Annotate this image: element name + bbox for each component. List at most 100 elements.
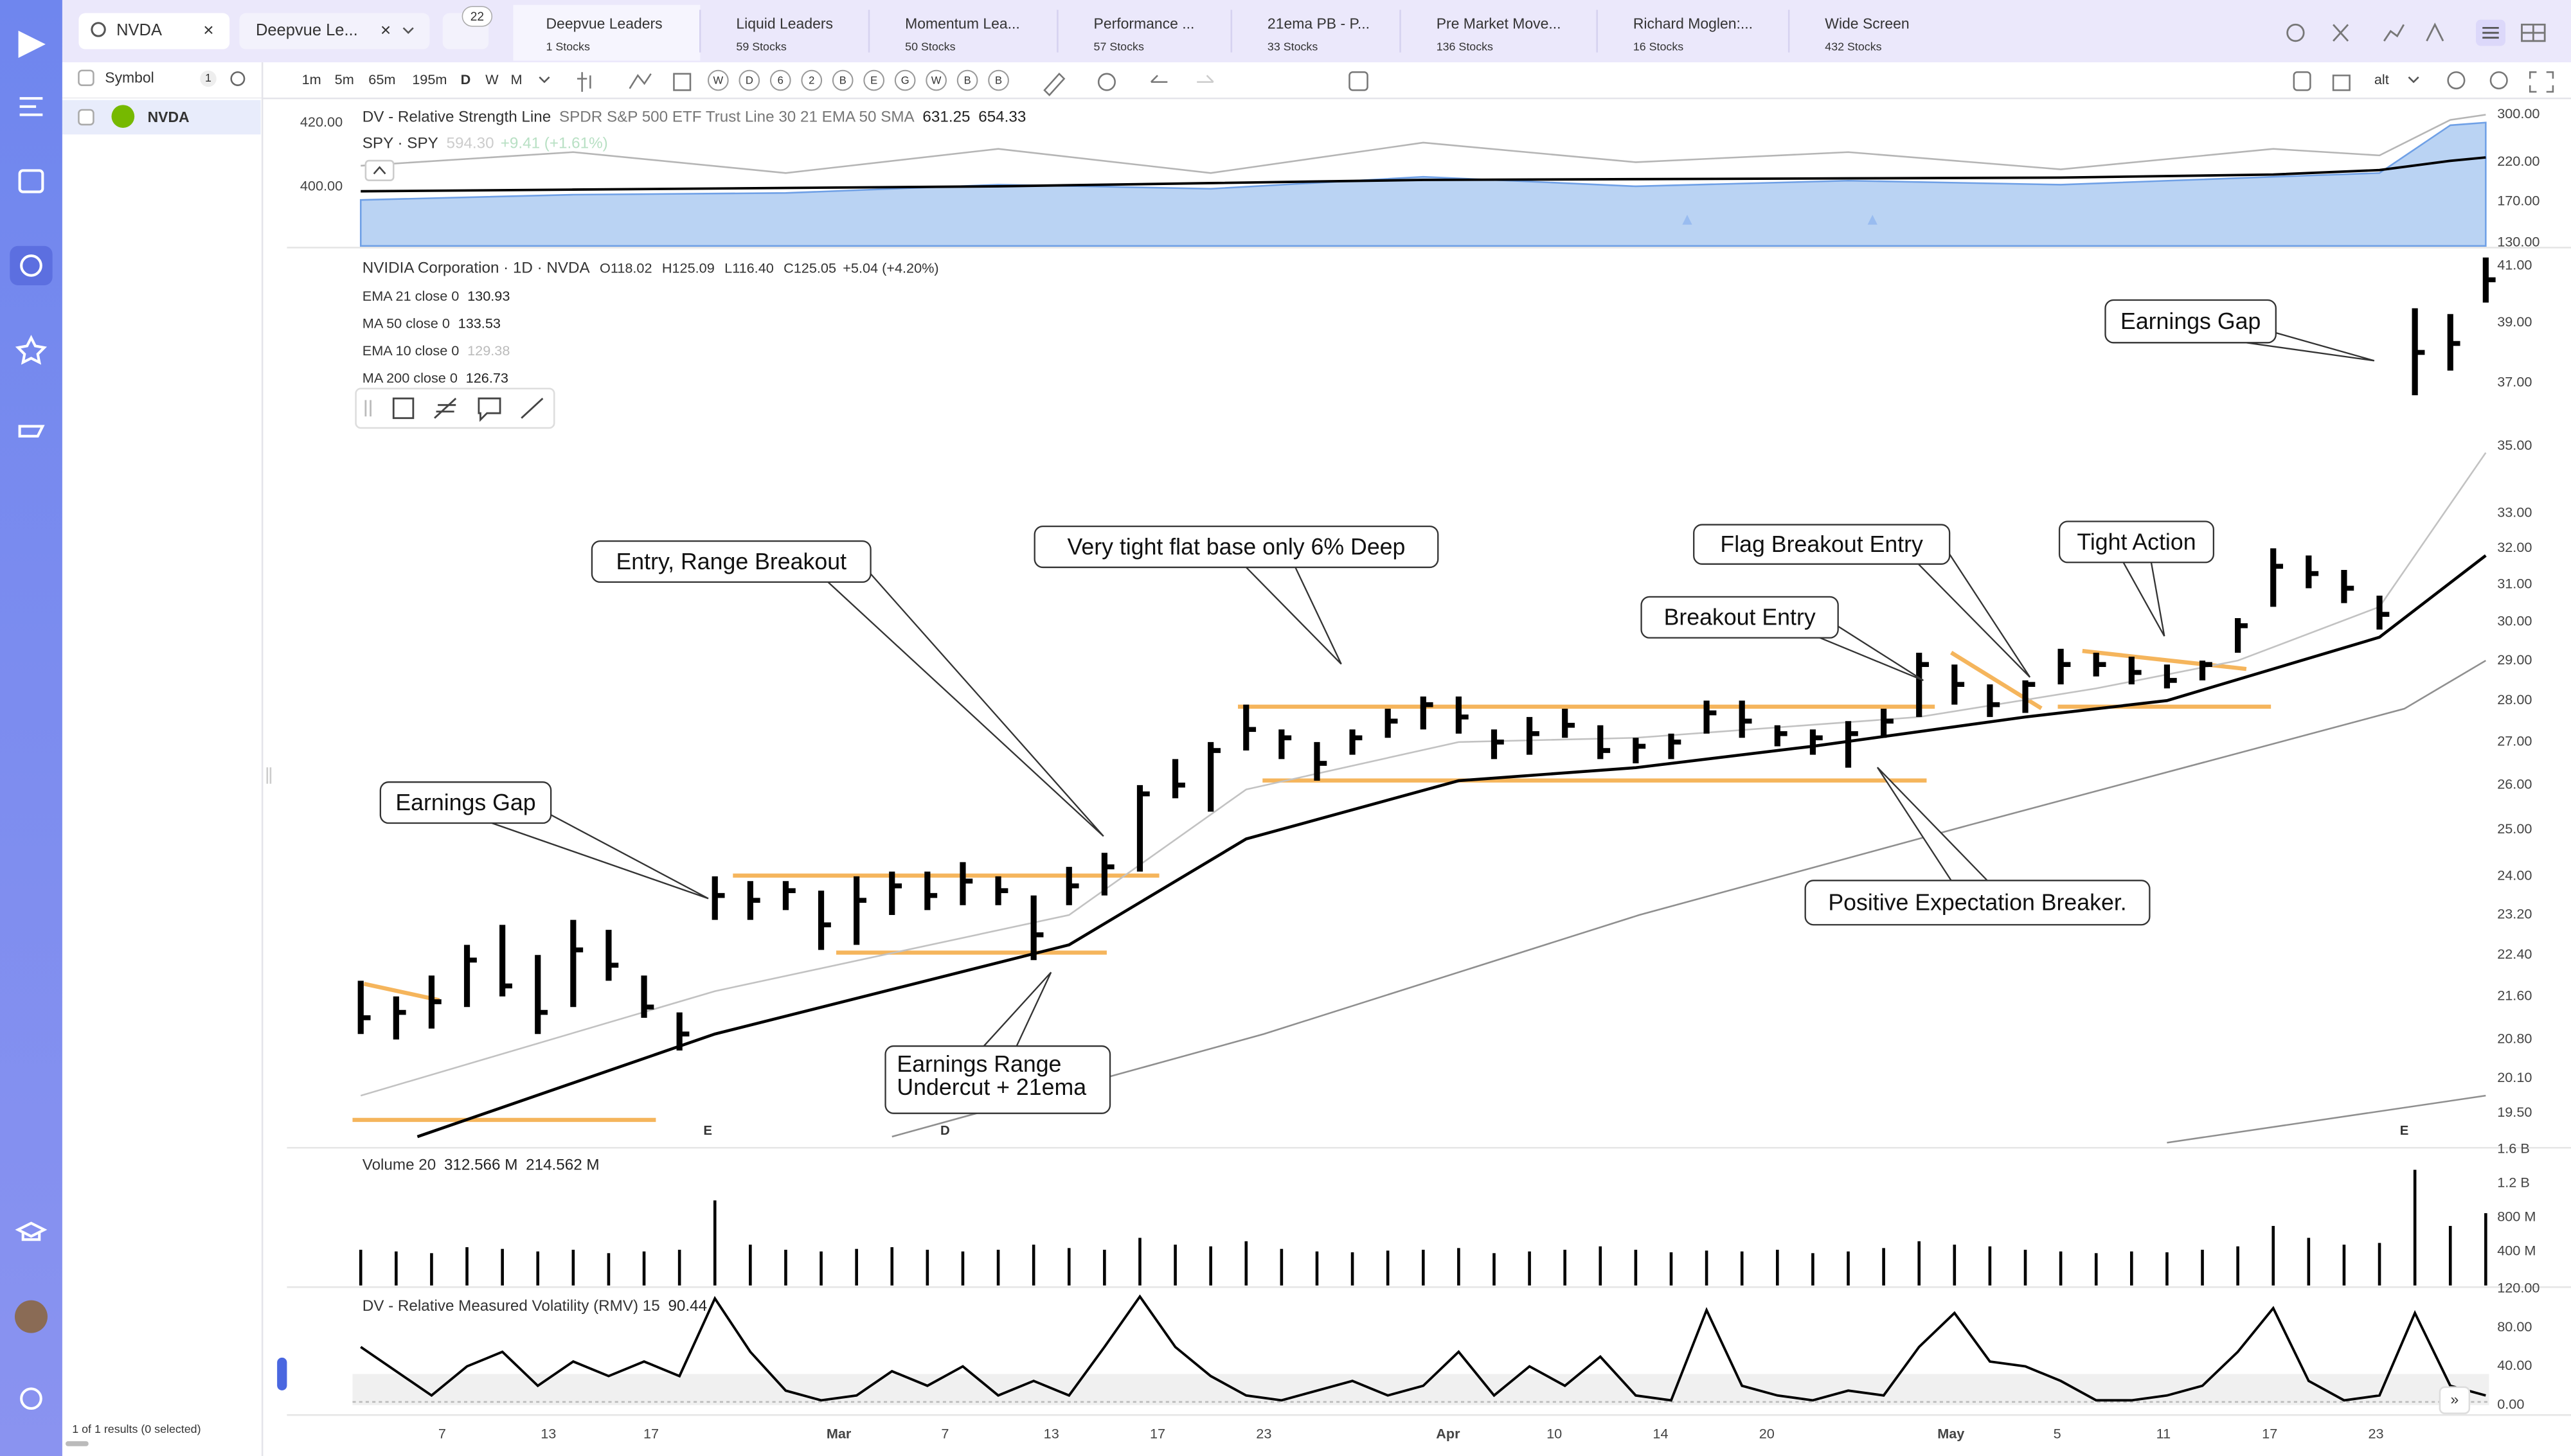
- reading: 631.25: [922, 109, 970, 126]
- subtitle: SPDR S&P 500 ETF Trust Line 30 21 EMA 50…: [559, 109, 915, 126]
- templates[interactable]: [673, 73, 692, 91]
- undo[interactable]: [1150, 75, 1168, 83]
- comparison-price: 594.30: [447, 135, 494, 152]
- watchlist-select[interactable]: [239, 13, 430, 49]
- x-share[interactable]: [2333, 24, 2349, 42]
- row-checkbox[interactable]: [78, 109, 94, 126]
- rmv-band: [352, 1374, 2489, 1405]
- shortcut-circle[interactable]: [956, 69, 978, 91]
- tab-count: 50 Stocks: [905, 40, 955, 53]
- fib-tool[interactable]: [434, 398, 457, 419]
- nav-menu[interactable]: [19, 97, 43, 116]
- chart: DV - Relative Strength Line SPDR S&P 500 …: [300, 105, 2540, 1441]
- fullscreen[interactable]: [2529, 71, 2554, 93]
- event-marker: E: [2400, 1124, 2409, 1138]
- tab-name[interactable]: Richard Moglen:...: [1633, 15, 1753, 31]
- chart-mode[interactable]: [2383, 24, 2405, 42]
- layout-name[interactable]: alt: [2374, 71, 2389, 87]
- callout-box: [379, 781, 552, 824]
- interval[interactable]: W: [485, 71, 499, 87]
- interval[interactable]: 5m: [335, 71, 354, 87]
- nav-layout[interactable]: [18, 169, 44, 193]
- clear-search[interactable]: ×: [203, 20, 213, 40]
- symbol-row[interactable]: [62, 100, 261, 135]
- volume-bar: [1244, 1241, 1248, 1286]
- bar-style[interactable]: [577, 72, 591, 92]
- tab-name[interactable]: Momentum Lea...: [905, 15, 1020, 31]
- tab-count: 432 Stocks: [1825, 40, 1881, 53]
- save[interactable]: [2332, 75, 2351, 91]
- volume-bar: [1209, 1246, 1212, 1286]
- volume-bar: [2094, 1253, 2098, 1286]
- volume-bar: [1067, 1248, 1071, 1286]
- x-tick-label: 23: [2368, 1426, 2383, 1442]
- zoom[interactable]: [2447, 71, 2466, 90]
- watchlist-caret[interactable]: [402, 27, 414, 34]
- tab-name[interactable]: Liquid Leaders: [736, 15, 833, 31]
- search-box[interactable]: [78, 13, 230, 49]
- interval[interactable]: 195m: [412, 71, 447, 87]
- tab-name[interactable]: Performance ...: [1094, 15, 1195, 31]
- tab-name[interactable]: 21ema PB - P...: [1268, 15, 1370, 31]
- shortcut-circle[interactable]: [988, 69, 1009, 91]
- interval[interactable]: 1m: [302, 71, 321, 87]
- y-tick-label: 130.00: [2497, 234, 2540, 250]
- y-tick-label: 23.20: [2497, 906, 2532, 922]
- refresh[interactable]: [1097, 73, 1116, 91]
- nav-scanner[interactable]: [20, 254, 42, 277]
- scrollbar: [66, 1441, 89, 1446]
- volume-bar: [1032, 1245, 1035, 1286]
- tab-name[interactable]: Deepvue Leaders: [546, 15, 662, 31]
- tab-name[interactable]: Wide Screen: [1825, 15, 1909, 31]
- line-tool[interactable]: [521, 398, 544, 419]
- calendar[interactable]: [1348, 71, 1368, 91]
- nav-alerts[interactable]: [18, 425, 45, 438]
- nav-active-bg: [10, 245, 53, 286]
- clear-watchlist[interactable]: ×: [381, 20, 391, 40]
- shortcut-circle[interactable]: [832, 69, 854, 91]
- volume-bar: [2165, 1252, 2169, 1286]
- shortcut-circle[interactable]: [801, 69, 823, 91]
- shortcut-circle[interactable]: [769, 69, 791, 91]
- watchlist-name: Deepvue Le...: [256, 21, 358, 39]
- collapse-tab[interactable]: [277, 1357, 287, 1390]
- draw-mode[interactable]: [2426, 22, 2444, 42]
- interval[interactable]: M: [511, 71, 523, 87]
- collapse-legend[interactable]: [364, 159, 395, 181]
- interval-caret[interactable]: [539, 76, 550, 84]
- interval[interactable]: D: [461, 71, 471, 87]
- callout-text: Earnings Gap: [2120, 308, 2261, 334]
- select-all[interactable]: [78, 69, 94, 86]
- tab-name[interactable]: Pre Market Move...: [1437, 15, 1561, 31]
- redo[interactable]: [1197, 75, 1214, 83]
- share[interactable]: [2286, 23, 2305, 42]
- scroll-right[interactable]: [2439, 1386, 2471, 1414]
- shortcut-circle[interactable]: [708, 69, 729, 91]
- shortcut-circle[interactable]: [863, 69, 885, 91]
- interval[interactable]: 65m: [368, 71, 395, 87]
- logo[interactable]: [18, 30, 46, 58]
- indicators[interactable]: [629, 73, 652, 89]
- layout-icon[interactable]: [2293, 71, 2311, 91]
- shortcut-circle[interactable]: [739, 69, 760, 91]
- note-tool[interactable]: [478, 397, 501, 422]
- nav-help[interactable]: [20, 1387, 42, 1410]
- title: NVIDIA Corporation · 1D · NVDA: [363, 260, 591, 277]
- resize-handle[interactable]: [266, 767, 272, 784]
- settings[interactable]: [2489, 71, 2508, 90]
- user-avatar[interactable]: [14, 1300, 48, 1333]
- rect-tool[interactable]: [392, 397, 415, 420]
- volume-bar: [1882, 1248, 1885, 1286]
- list-count: 1: [205, 71, 211, 84]
- grid-view[interactable]: [2521, 23, 2546, 42]
- nav-favorites[interactable]: [15, 335, 48, 365]
- draw-tool[interactable]: [1043, 72, 1066, 96]
- y-tick-label: 1.6 B: [2497, 1141, 2530, 1157]
- callout-box: [1804, 880, 2151, 926]
- list-settings[interactable]: [230, 71, 246, 86]
- shortcut-circle[interactable]: [926, 69, 947, 91]
- volume-bar: [1847, 1251, 1850, 1286]
- shortcut-circle[interactable]: [894, 69, 916, 91]
- nav-learn[interactable]: [15, 1221, 48, 1241]
